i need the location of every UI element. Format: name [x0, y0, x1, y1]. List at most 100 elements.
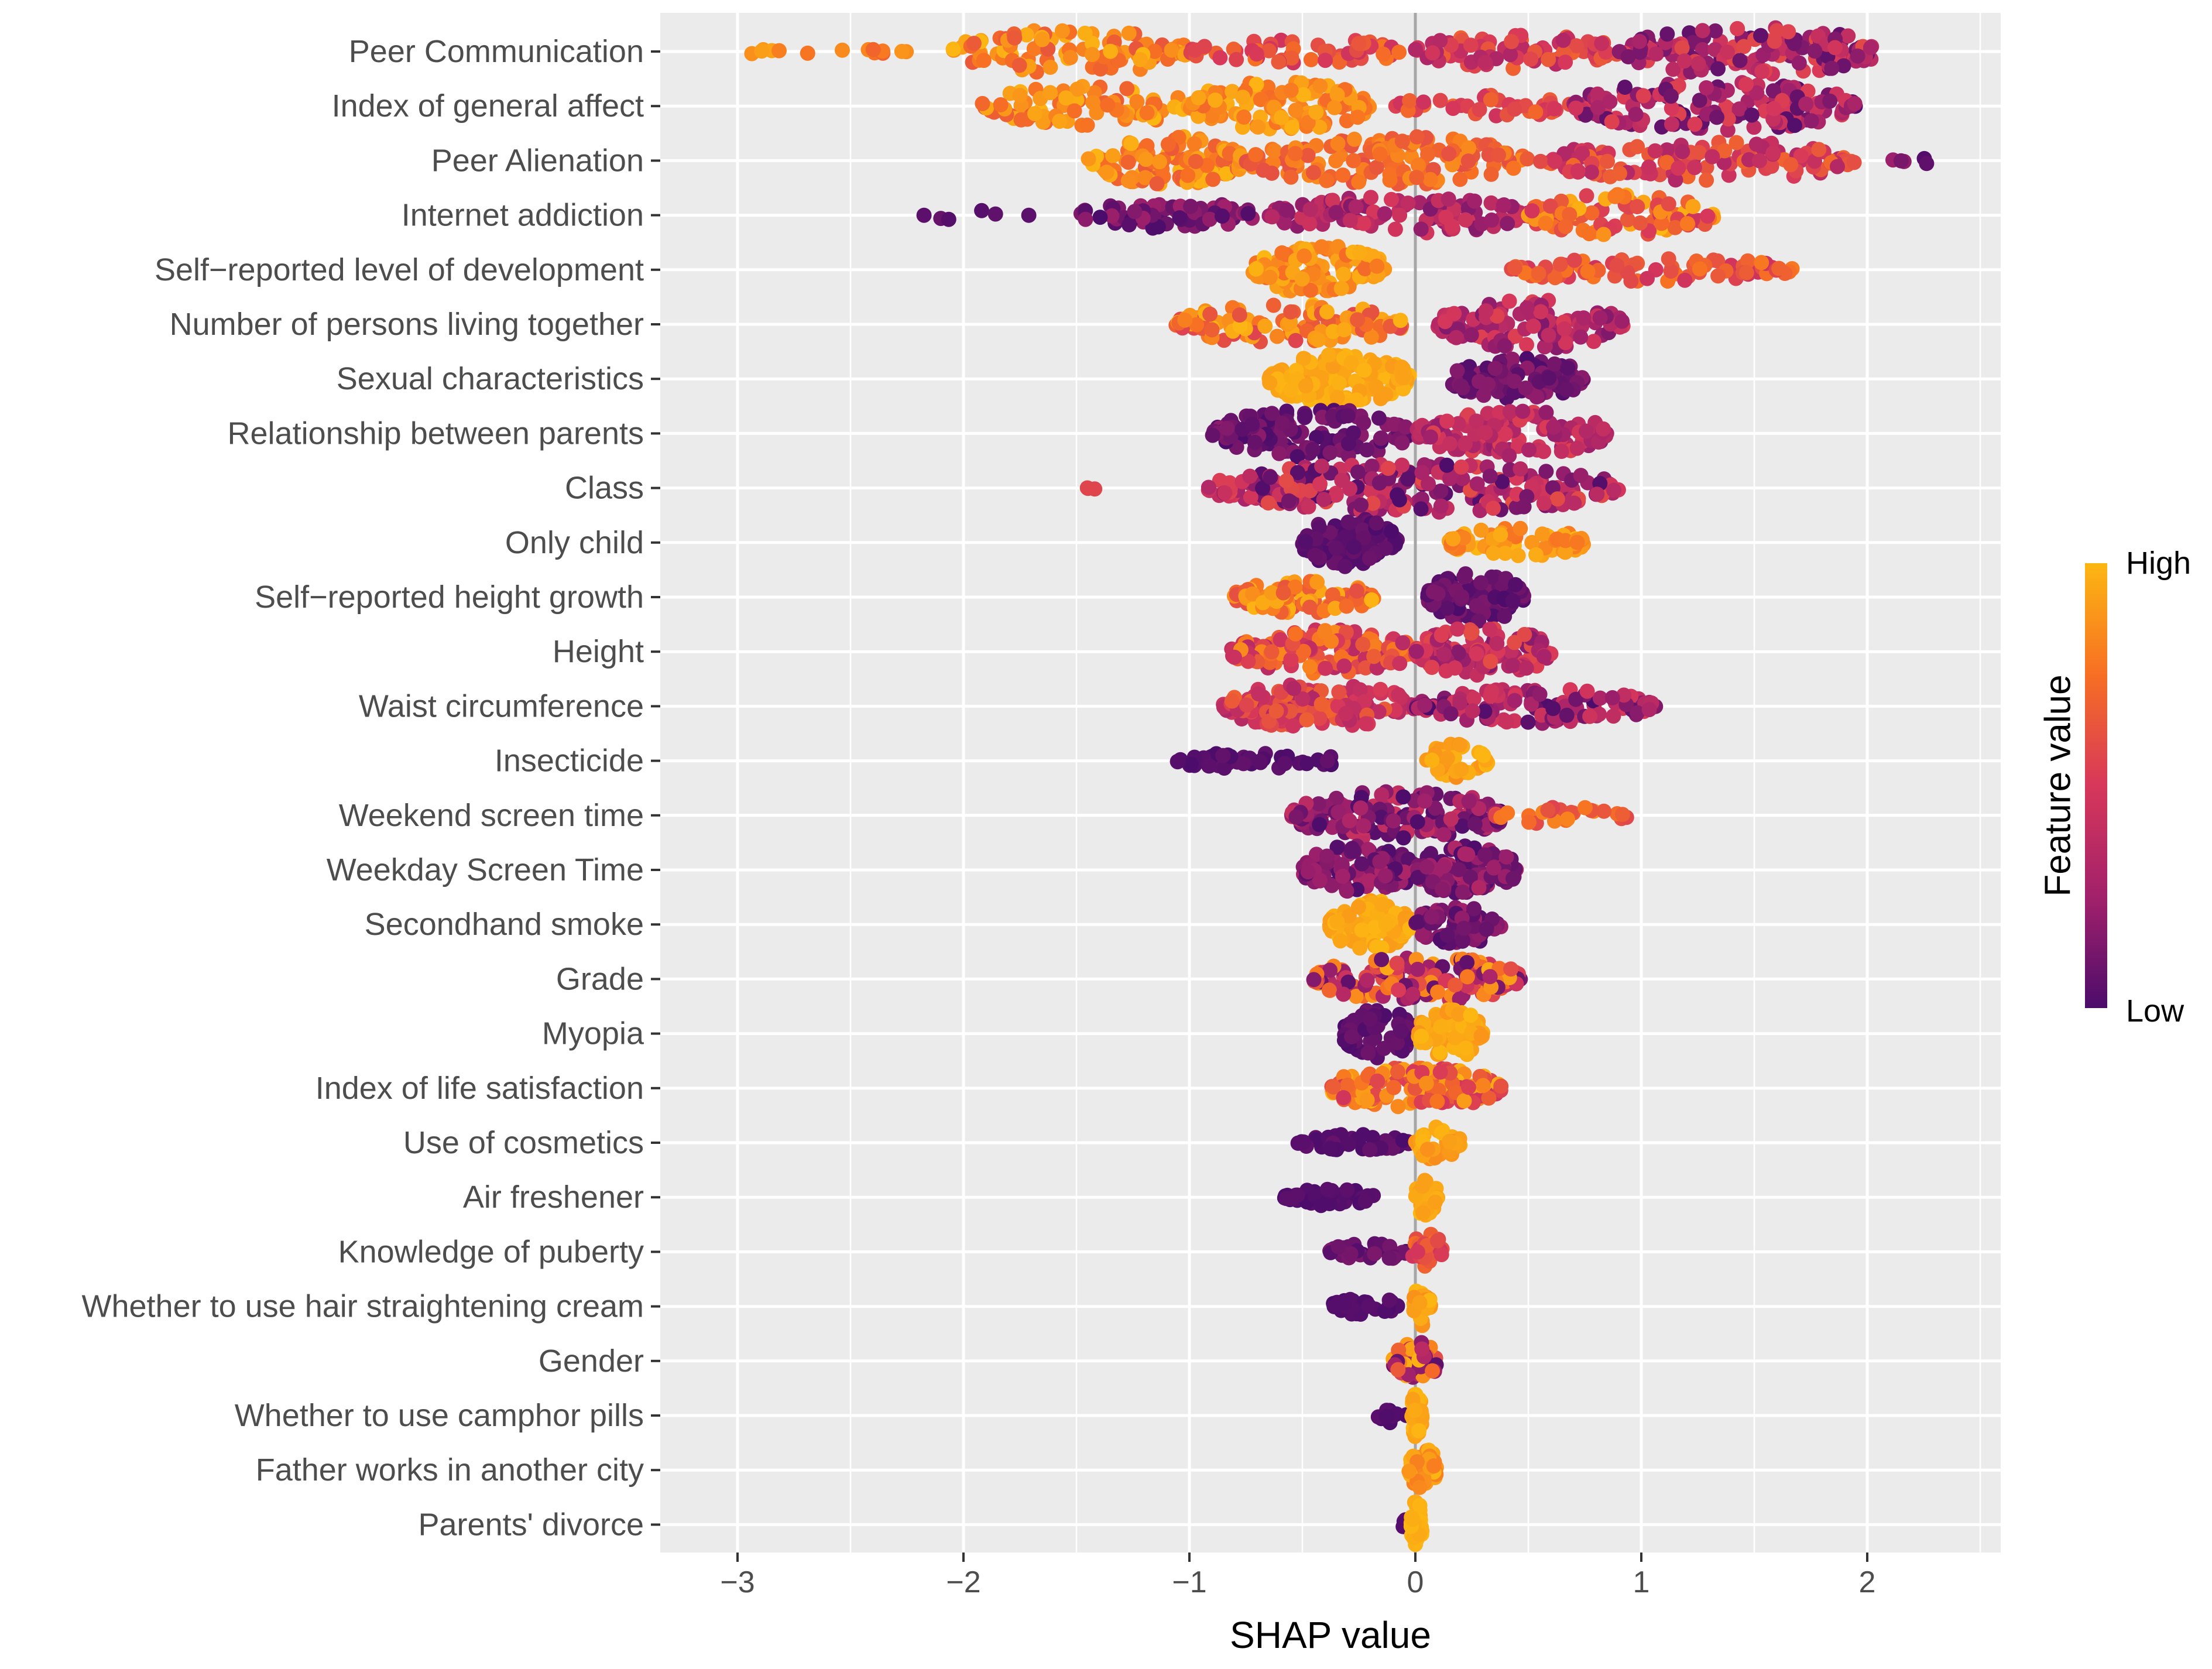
shap-point	[1201, 758, 1217, 774]
shap-point	[1528, 547, 1544, 563]
shap-point	[1299, 756, 1315, 772]
shap-point	[1746, 119, 1762, 135]
shap-point	[1748, 136, 1764, 152]
shap-point	[1319, 304, 1335, 320]
shap-point	[1212, 50, 1228, 66]
shap-point	[1328, 540, 1344, 556]
shap-point	[1382, 172, 1398, 188]
shap-point	[1409, 170, 1425, 186]
shap-point	[1836, 58, 1851, 74]
shap-point	[1647, 143, 1663, 159]
shap-point	[1232, 318, 1248, 334]
shap-point	[1433, 498, 1449, 514]
shap-point	[1679, 216, 1695, 231]
shap-point	[1596, 227, 1611, 242]
shap-point	[1445, 531, 1461, 547]
shap-point	[1536, 649, 1552, 664]
shap-point	[1570, 163, 1586, 179]
shap-point	[1807, 153, 1822, 169]
shap-point	[1507, 635, 1522, 650]
shap-point	[1271, 445, 1287, 461]
shap-point	[1409, 961, 1425, 977]
shap-point	[1525, 318, 1541, 334]
shap-point	[1302, 201, 1318, 217]
shap-point	[1631, 33, 1647, 49]
shap-point	[1463, 625, 1479, 641]
shap-point	[1381, 1292, 1397, 1308]
shap-point	[1663, 263, 1679, 279]
shap-point	[1589, 486, 1605, 502]
shap-point	[1439, 413, 1455, 429]
shap-point	[1502, 404, 1518, 420]
shap-point	[1827, 40, 1843, 56]
shap-point	[1668, 172, 1683, 188]
shap-point	[1501, 293, 1517, 309]
shap-point	[1769, 23, 1785, 39]
shap-point	[1367, 1246, 1383, 1262]
shap-point	[1439, 927, 1455, 943]
shap-point	[1559, 707, 1575, 723]
shap-point	[1354, 922, 1370, 938]
shap-point	[1417, 697, 1432, 713]
shap-point	[1505, 593, 1521, 609]
shap-point	[1433, 1247, 1449, 1263]
shap-point	[1042, 59, 1058, 75]
shap-point	[1312, 119, 1328, 135]
shap-point	[1471, 373, 1487, 389]
shap-point	[1503, 47, 1518, 63]
shap-point	[1425, 45, 1441, 61]
shap-point	[1361, 1298, 1377, 1314]
shap-point	[1137, 170, 1153, 186]
shap-point	[1344, 1029, 1360, 1044]
shap-point	[1614, 313, 1630, 329]
shap-point	[1204, 322, 1220, 338]
feature-points	[1261, 347, 1591, 410]
shap-point	[1671, 160, 1686, 176]
shap-point	[1738, 77, 1754, 92]
shap-point	[1355, 1127, 1371, 1143]
shap-point	[1456, 920, 1472, 936]
shap-point	[1224, 693, 1240, 709]
shap-point	[1720, 44, 1736, 60]
shap-point	[1164, 42, 1179, 58]
shap-point	[1449, 363, 1465, 379]
shap-point	[1439, 601, 1455, 616]
shap-point	[1718, 99, 1734, 115]
shap-point	[1392, 656, 1408, 671]
shap-point	[1633, 215, 1648, 231]
shap-point	[1121, 25, 1137, 41]
shap-point	[1764, 159, 1779, 174]
shap-point	[1506, 385, 1522, 400]
shap-point	[1274, 245, 1290, 261]
shap-point	[1493, 527, 1508, 543]
shap-point	[1244, 416, 1260, 432]
shap-point	[1604, 690, 1620, 705]
shap-point	[1249, 46, 1264, 62]
shap-point	[894, 43, 910, 59]
shap-point	[1783, 157, 1799, 173]
shap-point	[1569, 38, 1584, 54]
shap-point	[1459, 955, 1475, 971]
shap-point	[1378, 917, 1394, 933]
shap-point	[1699, 172, 1714, 188]
shap-point	[1781, 24, 1796, 40]
shap-point	[1482, 969, 1498, 985]
shap-point	[1081, 151, 1096, 167]
shap-point	[1707, 23, 1723, 39]
shap-point	[1700, 208, 1716, 224]
shap-point	[800, 45, 815, 61]
shap-point	[1337, 558, 1353, 574]
shap-point	[1436, 858, 1452, 874]
shap-point	[1602, 94, 1618, 109]
shap-point	[1349, 583, 1364, 599]
shap-point	[1271, 54, 1287, 70]
shap-point	[1386, 416, 1402, 432]
shap-point	[1641, 702, 1657, 718]
shap-point	[1123, 136, 1139, 152]
shap-point	[1391, 44, 1407, 60]
shap-point	[771, 43, 787, 59]
shap-point	[1239, 697, 1254, 713]
shap-point	[1409, 1244, 1425, 1260]
shap-point	[1314, 696, 1329, 712]
shap-point	[1058, 90, 1074, 106]
